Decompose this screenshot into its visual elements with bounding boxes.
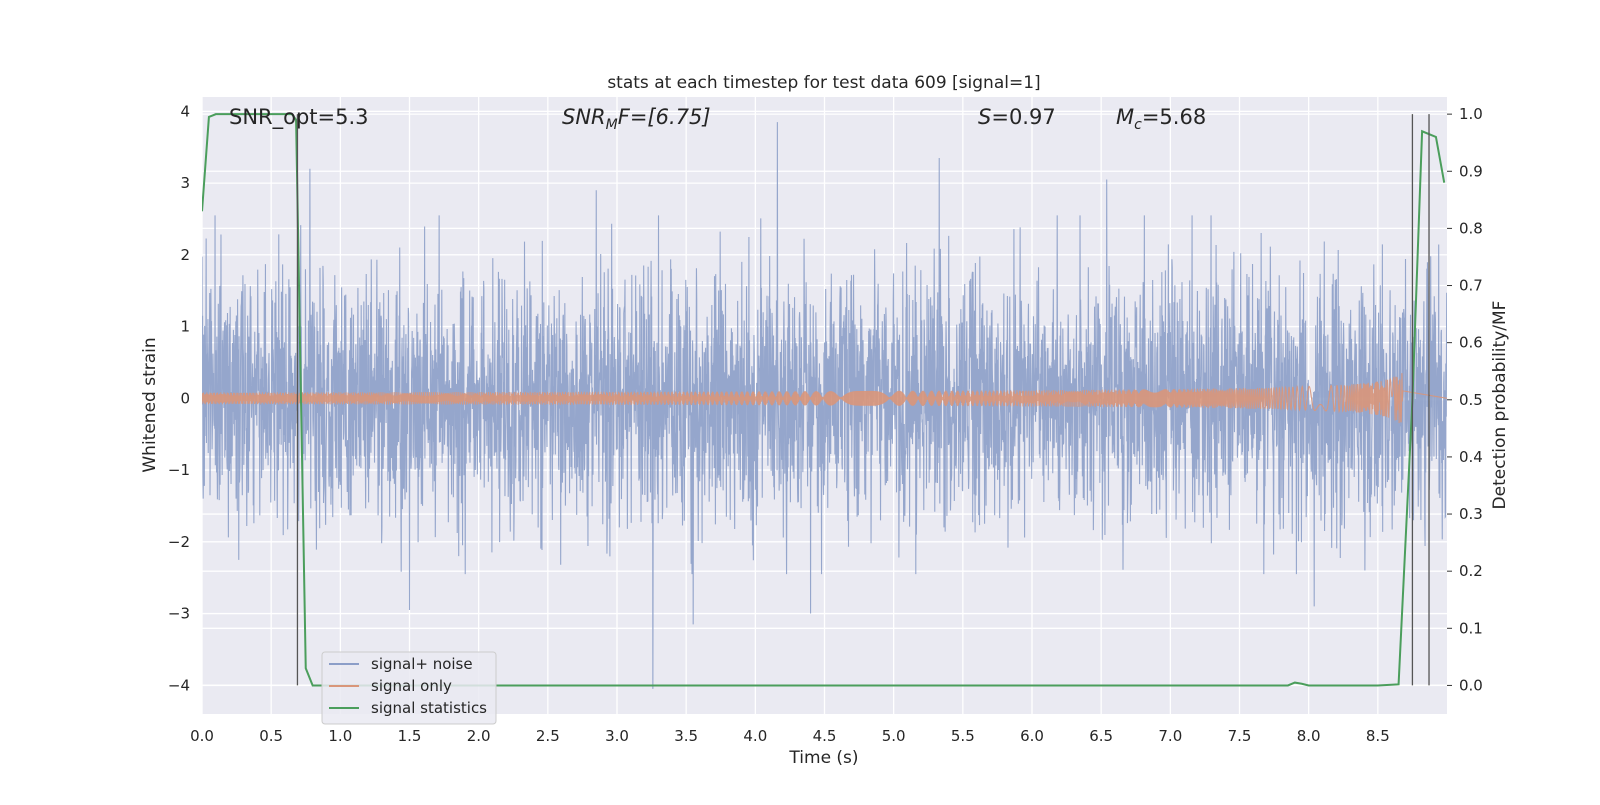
x-tick-label: 6.0 — [1020, 727, 1044, 745]
y-tick-label: 3 — [180, 174, 190, 192]
series-layer — [202, 113, 1447, 689]
annotation-mc: Mc=5.68 — [1116, 105, 1206, 133]
y-tick-label: 0 — [180, 389, 190, 407]
legend-label-signal-statistics: signal statistics — [371, 699, 487, 717]
x-tick-label: 8.0 — [1297, 727, 1321, 745]
x-tick-labels: 0.0 0.5 1.0 1.5 2.0 2.5 3.0 3.5 4.0 4.5 5.0 5.5 6.0 6… — [190, 727, 1390, 745]
y-tick-label: −3 — [168, 605, 190, 623]
y-tick-label: 1 — [180, 318, 190, 336]
series-signal-only-line — [202, 373, 1447, 423]
x-tick-label: 6.5 — [1089, 727, 1113, 745]
y2-tick-label: 0.9 — [1459, 162, 1483, 180]
x-tick-label: 3.5 — [674, 727, 698, 745]
y2-tick-label: 0.0 — [1459, 676, 1483, 694]
y2-tick-label: 0.1 — [1459, 619, 1483, 637]
x-tick-label: 2.5 — [536, 727, 560, 745]
annotation-s: S=0.97 — [978, 105, 1056, 129]
x-tick-label: 4.5 — [813, 727, 837, 745]
y-tick-label: 4 — [180, 102, 190, 120]
chart-title: stats at each timestep for test data 609… — [607, 73, 1040, 93]
y-tick-label: −1 — [168, 461, 190, 479]
series-signal-statistics-line — [202, 113, 1446, 687]
x-tick-label: 2.0 — [467, 727, 491, 745]
x-axis-label: Time (s) — [788, 748, 858, 768]
x-tick-label: 1.5 — [398, 727, 422, 745]
x-tick-label: 7.5 — [1228, 727, 1252, 745]
x-tick-label: 1.0 — [328, 727, 352, 745]
y2-tick-label: 0.7 — [1459, 277, 1483, 295]
y-tick-label: −2 — [168, 533, 190, 551]
y2-tick-label: 0.6 — [1459, 334, 1483, 352]
y-axis-label: Whitened strain — [140, 337, 160, 472]
y2-tick-label: 0.4 — [1459, 448, 1483, 466]
y2-tick-label: 0.3 — [1459, 505, 1483, 523]
x-tick-label: 4.0 — [743, 727, 767, 745]
y2-tick-labels: 1.0 0.9 0.8 0.7 0.6 0.5 0.4 0.3 0.2 0.1 0.0 — [1459, 105, 1483, 694]
y-tick-labels: 4 3 2 1 0 −1 −2 −3 −4 — [168, 102, 190, 694]
y2-tick-label: 1.0 — [1459, 105, 1483, 123]
x-tick-label: 5.0 — [882, 727, 906, 745]
legend-box — [321, 651, 497, 725]
y-tick-label: −4 — [168, 676, 190, 694]
y2-axis-label: Detection probability/MF — [1490, 301, 1510, 510]
vertical-lines — [296, 114, 1430, 686]
x-tick-label: 3.0 — [605, 727, 629, 745]
x-tick-label: 7.0 — [1158, 727, 1182, 745]
x-tick-label: 5.5 — [951, 727, 975, 745]
legend-label-signal-noise: signal+ noise — [371, 655, 473, 673]
x-tick-label: 0.0 — [190, 727, 214, 745]
legend-label-signal-only: signal only — [371, 677, 452, 695]
x-tick-label: 8.5 — [1366, 727, 1390, 745]
y2-tick-label: 0.8 — [1459, 219, 1483, 237]
y2-tick-label: 0.2 — [1459, 562, 1483, 580]
y2-tick-label: 0.5 — [1459, 391, 1483, 409]
y-tick-label: 2 — [180, 246, 190, 264]
legend: signal+ noise signal only signal statist… — [321, 651, 497, 725]
annotation-snr-opt: SNR_opt=5.3 — [229, 105, 369, 130]
annotation-snr-mf: SNRMF=[6.75] — [562, 105, 711, 133]
x-tick-label: 0.5 — [259, 727, 283, 745]
